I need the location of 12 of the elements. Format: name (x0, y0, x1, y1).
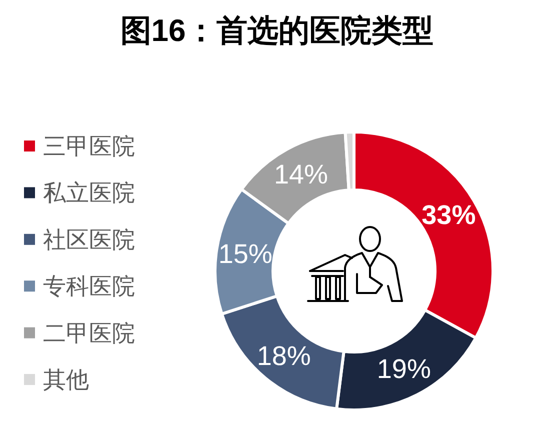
legend-label: 其他 (43, 366, 89, 392)
legend-label: 二甲医院 (43, 320, 135, 346)
data-label: 19% (376, 354, 431, 384)
data-label: 33% (422, 200, 476, 230)
legend-label: 专科医院 (43, 273, 135, 300)
legend-label: 社区医院 (43, 226, 135, 252)
data-label: 14% (274, 160, 328, 190)
data-label: 18% (256, 340, 311, 371)
data-label: 15% (218, 238, 272, 269)
legend-label: 三甲医院 (43, 133, 135, 159)
legend-label: 私立医院 (43, 180, 135, 206)
chart-title: 图16：首选的医院类型 (120, 13, 434, 48)
